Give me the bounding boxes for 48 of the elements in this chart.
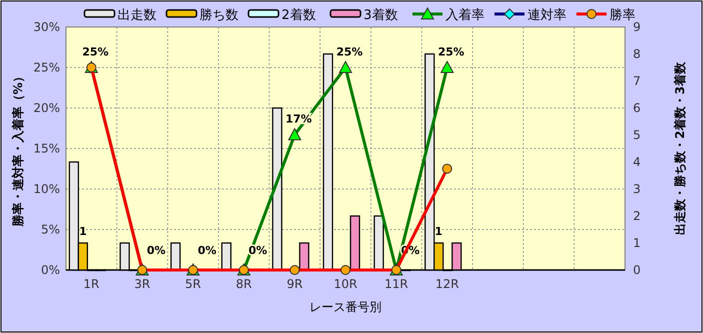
- x-tick-label: 11R: [384, 277, 408, 291]
- legend-label: 入着率: [446, 7, 484, 23]
- legend-label: 出走数: [118, 8, 156, 23]
- x-tick-label: 8R: [236, 277, 252, 291]
- y2-tick-label: 0: [633, 263, 641, 277]
- y2-tick-label: 1: [633, 236, 641, 250]
- legend-label: 勝率: [610, 7, 636, 23]
- legend-label: 連対率: [528, 7, 566, 23]
- legend-label: 3着数: [364, 7, 398, 23]
- data-label: 1: [434, 225, 442, 238]
- y-tick-label: 30%: [33, 20, 60, 34]
- data-label: 0%: [146, 244, 166, 257]
- data-label: 1: [79, 225, 87, 238]
- y2-tick-label: 8: [633, 47, 641, 61]
- y-tick-label: 20%: [33, 101, 60, 115]
- point: [440, 61, 454, 73]
- legend-label: 勝ち数: [200, 8, 238, 23]
- x-tick-label: 9R: [286, 277, 303, 291]
- data-label: 25%: [336, 46, 363, 58]
- y2-tick-label: 2: [633, 209, 641, 223]
- point: [442, 164, 452, 174]
- y2-tick-label: 5: [633, 128, 641, 142]
- legend-label: 2着数: [282, 7, 316, 23]
- x-tick-label: 3R: [134, 277, 150, 291]
- y-tick-label: 10%: [33, 182, 60, 196]
- y2-axis-title: 出走数・勝ち数・2着数・3着数: [673, 61, 687, 235]
- x-tick-label: 12R: [435, 277, 459, 291]
- x-tick-label: 1R: [83, 277, 100, 291]
- point: [288, 128, 302, 140]
- y-tick-label: 15%: [33, 142, 60, 156]
- y2-tick-label: 4: [633, 155, 641, 169]
- y2-tick-label: 9: [633, 20, 641, 34]
- y-axis-title: 勝率・連対率・入着率（%）: [11, 70, 25, 228]
- data-label: 25%: [438, 46, 464, 58]
- point: [290, 265, 300, 275]
- y2-tick-label: 3: [633, 182, 641, 196]
- point: [339, 61, 352, 73]
- y2-tick-label: 6: [633, 101, 641, 115]
- data-label: 25%: [82, 46, 109, 58]
- data-label: 0%: [198, 244, 216, 257]
- y2-tick-label: 7: [633, 74, 641, 88]
- y-tick-label: 5%: [40, 222, 60, 236]
- x-tick-label: 5R: [185, 277, 202, 291]
- y-tick-label: 0%: [40, 263, 60, 277]
- point: [340, 265, 350, 275]
- y-tick-label: 25%: [33, 60, 60, 74]
- x-axis-title: レース番号別: [310, 300, 382, 314]
- x-tick-label: 10R: [334, 277, 358, 291]
